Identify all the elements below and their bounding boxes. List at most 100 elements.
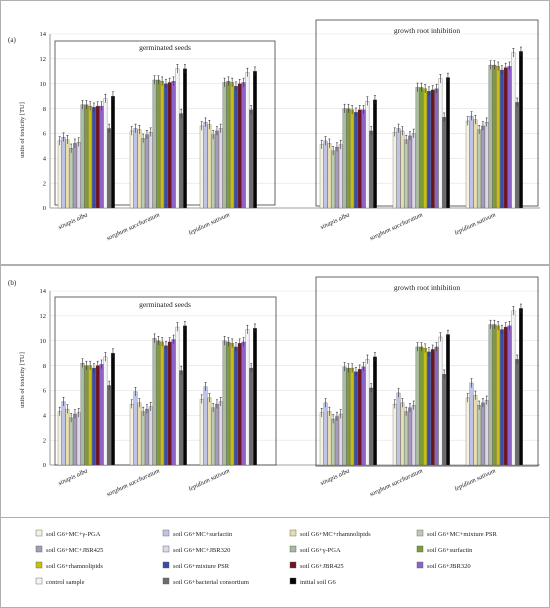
legend-label: soil G6+MC+mixture PSR <box>427 531 497 538</box>
bar <box>103 98 108 209</box>
legend-swatch <box>289 529 297 537</box>
legend-swatch <box>162 545 170 553</box>
legend-label: soil G6+γ-PGA <box>300 547 341 554</box>
bar <box>237 343 242 466</box>
bar <box>148 132 153 209</box>
bar <box>519 308 523 466</box>
legend-swatch <box>416 529 424 537</box>
group-title: germinated seeds <box>139 43 191 52</box>
bar <box>145 134 149 209</box>
bar <box>222 82 227 209</box>
bar <box>373 99 377 209</box>
bar <box>92 107 96 209</box>
bar <box>171 339 176 466</box>
bar <box>230 82 235 209</box>
legend-swatch <box>416 561 424 569</box>
bar <box>357 109 362 209</box>
bar <box>492 324 497 466</box>
bar <box>500 329 504 466</box>
bar <box>327 411 332 466</box>
y-axis-label: units of toxicity [TU] <box>19 352 26 408</box>
bar <box>335 416 339 466</box>
bar <box>419 87 424 209</box>
bar <box>446 77 450 209</box>
legend-swatch <box>289 561 297 569</box>
bar <box>357 369 362 466</box>
legend-swatch <box>289 545 297 553</box>
legend-label: soil G6+rhamnolipids <box>46 563 103 570</box>
category-label: lepidium sativum <box>187 467 231 492</box>
bar <box>234 86 238 209</box>
bar <box>492 64 497 209</box>
bar <box>469 115 474 209</box>
bar <box>507 66 512 209</box>
bar <box>84 104 89 209</box>
bar <box>427 91 431 209</box>
bar <box>423 348 428 466</box>
y-tick-label: 8 <box>43 363 46 370</box>
bar <box>473 395 478 466</box>
bar <box>446 334 450 466</box>
legend-label: soil G6+bacterial consortium <box>173 579 249 586</box>
category-label: sinapis alba <box>319 467 351 487</box>
bar <box>222 340 227 466</box>
bar <box>245 329 250 466</box>
bar <box>419 346 424 466</box>
bar <box>442 117 447 209</box>
bar <box>253 71 257 209</box>
bar <box>350 109 355 209</box>
bar <box>365 359 370 466</box>
bar <box>319 144 324 209</box>
bar <box>179 370 184 466</box>
bar <box>175 68 180 209</box>
bar <box>164 83 168 209</box>
bar <box>469 382 474 466</box>
bar <box>107 128 112 209</box>
bar <box>88 365 93 466</box>
bar <box>342 108 347 209</box>
bar <box>496 325 501 466</box>
legend-swatch <box>35 561 43 569</box>
legend-label: soil G6+MC+JBR425 <box>46 547 103 554</box>
bar <box>92 367 96 466</box>
bar <box>179 113 184 209</box>
legend-swatch <box>416 545 424 553</box>
group-title: growth root inhibition <box>394 283 460 292</box>
bar <box>152 79 157 209</box>
bar <box>496 66 501 209</box>
bar <box>488 64 493 209</box>
bar <box>183 325 187 466</box>
bar <box>99 105 104 209</box>
bar <box>111 95 115 209</box>
y-axis-label: units of toxicity [TU] <box>19 102 26 158</box>
legend-label: control sample <box>46 579 85 586</box>
bar <box>411 405 416 466</box>
bar <box>477 405 482 466</box>
bar <box>167 82 172 209</box>
panel-label: (b) <box>8 279 17 287</box>
bar <box>133 391 138 466</box>
bar <box>167 341 172 466</box>
bar <box>438 336 443 466</box>
bar <box>400 402 405 466</box>
bar <box>57 411 62 466</box>
bar <box>408 135 412 209</box>
bar <box>473 119 478 209</box>
bar <box>249 367 254 466</box>
bar <box>423 88 428 209</box>
bar <box>203 122 208 209</box>
y-tick-label: 14 <box>40 31 47 38</box>
bar <box>129 403 134 466</box>
bar <box>400 130 405 209</box>
bar <box>199 125 204 209</box>
bar <box>107 385 112 466</box>
bar <box>88 105 93 209</box>
bar <box>327 143 332 209</box>
bar <box>73 413 77 466</box>
legend-swatch <box>35 545 43 553</box>
bar <box>477 129 482 209</box>
bar <box>171 81 176 209</box>
bar <box>415 346 420 466</box>
bar <box>503 326 508 466</box>
bar <box>430 349 435 466</box>
